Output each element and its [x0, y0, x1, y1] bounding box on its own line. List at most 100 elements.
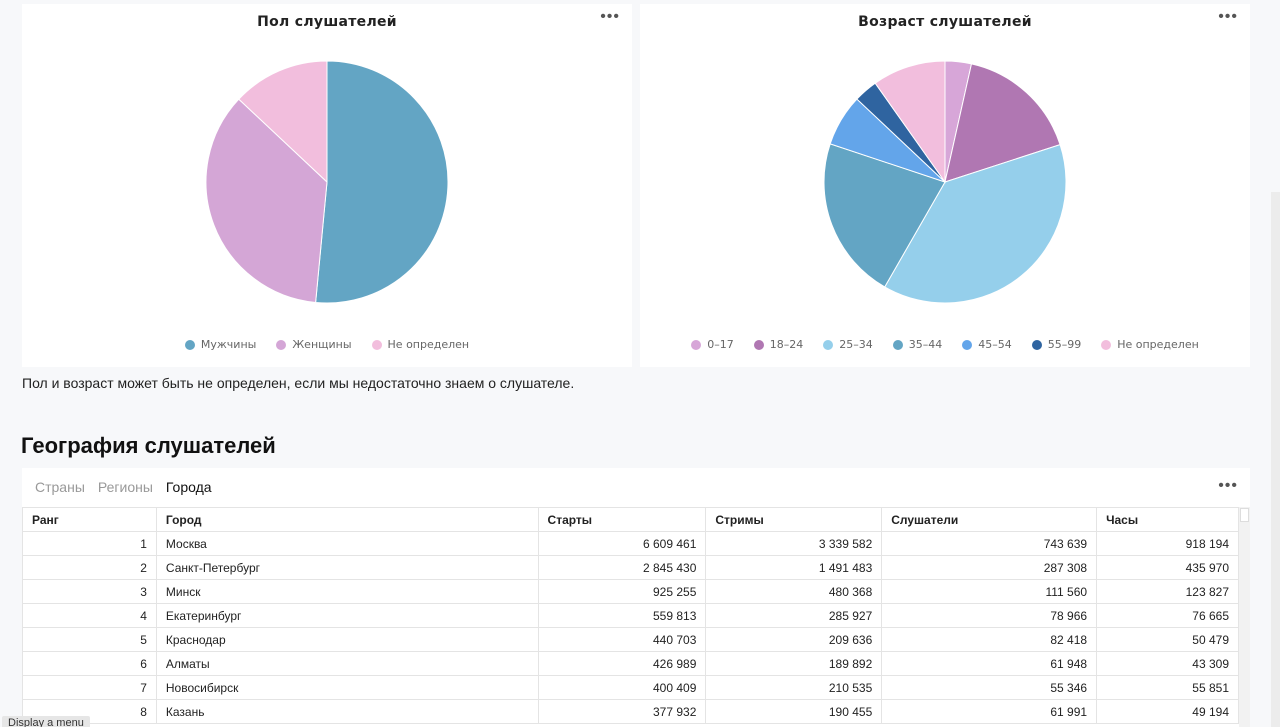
- age-legend-item[interactable]: 45–54: [962, 338, 1012, 351]
- cell-hours: 123 827: [1096, 579, 1239, 604]
- table-scrollbar[interactable]: [1239, 507, 1250, 727]
- age-legend-item[interactable]: Не определен: [1101, 338, 1199, 351]
- age-legend-label: 25–34: [839, 338, 873, 351]
- column-header-starts[interactable]: Старты: [537, 507, 707, 532]
- table-row[interactable]: 8 Казань 377 932 190 455 61 991 49 194: [22, 699, 1239, 724]
- table-row[interactable]: 1 Москва 6 609 461 3 339 582 743 639 918 194: [22, 531, 1239, 556]
- cell-listeners: 55 346: [881, 675, 1098, 700]
- cell-streams: 1 491 483: [705, 555, 883, 580]
- age-chart-legend: 0–17 18–24 25–34 35–44 45–54 55–99 Не определе…: [640, 338, 1250, 351]
- cell-city: Новосибирск: [155, 675, 539, 700]
- gender-chart-title: Пол слушателей: [257, 14, 397, 30]
- cell-starts: 6 609 461: [537, 531, 707, 556]
- age-slice[interactable]: [874, 60, 946, 184]
- column-header-rank[interactable]: Ранг: [22, 507, 157, 532]
- age-legend-item[interactable]: 55–99: [1031, 338, 1081, 351]
- age-legend-item[interactable]: 18–24: [753, 338, 803, 351]
- legend-dot-icon: [371, 339, 382, 350]
- age-slice[interactable]: [944, 63, 1061, 183]
- page-scrollbar[interactable]: [1271, 192, 1280, 727]
- column-header-listeners[interactable]: Слушатели: [881, 507, 1098, 532]
- table-row[interactable]: 2 Санкт-Петербург 2 845 430 1 491 483 287 30…: [22, 555, 1239, 580]
- age-legend-item[interactable]: 35–44: [892, 338, 943, 351]
- cell-starts: 2 845 430: [537, 555, 707, 580]
- legend-dot-icon: [962, 339, 973, 350]
- cell-hours: 49 194: [1096, 699, 1239, 724]
- gender-slice[interactable]: [205, 98, 328, 304]
- gender-slice[interactable]: [315, 60, 449, 304]
- cell-hours: 435 970: [1096, 555, 1239, 580]
- cell-starts: 925 255: [537, 579, 707, 604]
- cell-starts: 377 932: [537, 699, 707, 724]
- geography-tabs: Страны Регионы Города: [35, 479, 212, 495]
- gender-pie-chart: [205, 60, 449, 304]
- tab-cities[interactable]: Города: [165, 479, 212, 495]
- age-legend-item[interactable]: 25–34: [823, 338, 873, 351]
- gender-legend-label: Женщины: [292, 338, 352, 351]
- cell-streams: 209 636: [705, 627, 883, 652]
- legend-dot-icon: [753, 339, 764, 350]
- column-header-hours[interactable]: Часы: [1096, 507, 1239, 532]
- cell-rank: 7: [22, 675, 157, 700]
- legend-dot-icon: [892, 339, 903, 350]
- table-row[interactable]: 3 Минск 925 255 480 368 111 560 123 827: [22, 579, 1239, 604]
- age-chart-card: Возраст слушателей ••• 0–17 18–24 25–34 35–…: [640, 4, 1250, 367]
- age-legend-label: 0–17: [707, 338, 734, 351]
- cell-streams: 210 535: [705, 675, 883, 700]
- gender-chart-menu-icon[interactable]: •••: [600, 8, 620, 25]
- legend-dot-icon: [1031, 339, 1042, 350]
- cell-listeners: 61 991: [881, 699, 1098, 724]
- legend-dot-icon: [691, 339, 702, 350]
- cell-hours: 55 851: [1096, 675, 1239, 700]
- cell-rank: 3: [22, 579, 157, 604]
- gender-legend-item[interactable]: Женщины: [276, 338, 352, 351]
- table-row[interactable]: 7 Новосибирск 400 409 210 535 55 346 55 851: [22, 675, 1239, 700]
- table-row[interactable]: 5 Краснодар 440 703 209 636 82 418 50 479: [22, 627, 1239, 652]
- age-chart-title: Возраст слушателей: [858, 14, 1032, 30]
- legend-dot-icon: [276, 339, 287, 350]
- cell-city: Екатеринбург: [155, 603, 539, 628]
- cell-streams: 480 368: [705, 579, 883, 604]
- age-pie-chart: [823, 60, 1067, 304]
- table-scrollbar-thumb[interactable]: [1240, 508, 1249, 522]
- demographics-note: Пол и возраст может быть не определен, е…: [22, 375, 575, 391]
- cell-rank: 4: [22, 603, 157, 628]
- tab-countries[interactable]: Страны: [35, 479, 85, 495]
- age-legend-label: 35–44: [908, 338, 943, 351]
- cell-city: Краснодар: [155, 627, 539, 652]
- cell-listeners: 82 418: [881, 627, 1098, 652]
- cell-listeners: 78 966: [881, 603, 1098, 628]
- cell-listeners: 111 560: [881, 579, 1098, 604]
- cell-rank: 6: [22, 651, 157, 676]
- age-slice[interactable]: [823, 143, 946, 288]
- age-legend-label: 45–54: [978, 338, 1012, 351]
- age-legend-label: Не определен: [1117, 338, 1199, 351]
- table-menu-icon[interactable]: •••: [1218, 477, 1238, 494]
- table-row[interactable]: 6 Алматы 426 989 189 892 61 948 43 309: [22, 651, 1239, 676]
- age-chart-menu-icon[interactable]: •••: [1218, 8, 1238, 25]
- cell-starts: 426 989: [537, 651, 707, 676]
- column-header-city[interactable]: Город: [155, 507, 539, 532]
- gender-legend-item[interactable]: Мужчины: [184, 338, 257, 351]
- cell-hours: 76 665: [1096, 603, 1239, 628]
- age-legend-item[interactable]: 0–17: [691, 338, 734, 351]
- gender-legend-item[interactable]: Не определен: [371, 338, 469, 351]
- gender-legend-label: Мужчины: [200, 338, 257, 351]
- cell-city: Алматы: [155, 651, 539, 676]
- gender-chart-legend: Мужчины Женщины Не определен: [22, 338, 632, 351]
- table-row[interactable]: 4 Екатеринбург 559 813 285 927 78 966 76 665: [22, 603, 1239, 628]
- cell-listeners: 743 639: [881, 531, 1098, 556]
- gender-chart-card: Пол слушателей ••• Мужчины Женщины Не опре…: [22, 4, 632, 367]
- gender-slice[interactable]: [238, 60, 328, 184]
- age-slice[interactable]: [884, 143, 1067, 304]
- tab-regions[interactable]: Регионы: [97, 479, 153, 495]
- cell-starts: 400 409: [537, 675, 707, 700]
- cell-rank: 5: [22, 627, 157, 652]
- legend-dot-icon: [184, 339, 195, 350]
- geography-table-card: Страны Регионы Города ••• Ранг Город Ста…: [22, 468, 1250, 727]
- column-header-streams[interactable]: Стримы: [705, 507, 883, 532]
- cell-starts: 559 813: [537, 603, 707, 628]
- cell-rank: 2: [22, 555, 157, 580]
- cell-streams: 190 455: [705, 699, 883, 724]
- menu-tooltip: Display a menu: [2, 716, 90, 727]
